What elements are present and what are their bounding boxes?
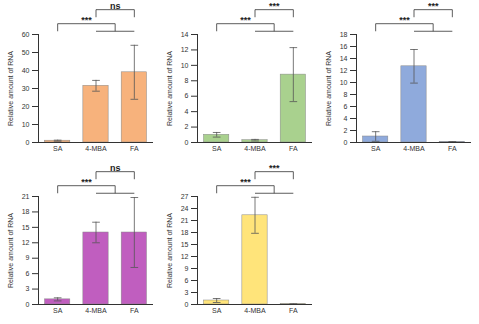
svg-text:SA: SA bbox=[371, 145, 381, 152]
svg-text:***: *** bbox=[240, 15, 251, 25]
svg-text:18: 18 bbox=[181, 229, 189, 236]
svg-text:SA: SA bbox=[212, 145, 222, 152]
svg-text:4-MBA: 4-MBA bbox=[244, 307, 266, 314]
svg-text:10: 10 bbox=[340, 79, 348, 86]
svg-text:SA: SA bbox=[212, 307, 222, 314]
svg-text:50: 50 bbox=[22, 49, 30, 56]
svg-text:10: 10 bbox=[181, 62, 189, 69]
svg-text:4-MBA: 4-MBA bbox=[403, 145, 425, 152]
svg-text:60: 60 bbox=[22, 31, 30, 38]
svg-text:ns: ns bbox=[110, 1, 121, 11]
svg-text:21: 21 bbox=[22, 193, 30, 200]
svg-text:FA: FA bbox=[289, 145, 298, 152]
svg-text:FA: FA bbox=[130, 145, 139, 152]
svg-text:8: 8 bbox=[344, 91, 348, 98]
svg-text:***: *** bbox=[399, 15, 410, 25]
svg-text:4: 4 bbox=[344, 115, 348, 122]
svg-text:12: 12 bbox=[22, 239, 30, 246]
svg-text:15: 15 bbox=[181, 241, 189, 248]
svg-text:3: 3 bbox=[185, 289, 189, 296]
svg-text:***: *** bbox=[269, 1, 280, 11]
svg-text:30: 30 bbox=[22, 85, 30, 92]
svg-text:6: 6 bbox=[185, 92, 189, 99]
svg-text:***: *** bbox=[269, 163, 280, 173]
svg-text:0: 0 bbox=[26, 139, 30, 146]
svg-text:8: 8 bbox=[185, 77, 189, 84]
svg-text:SA: SA bbox=[53, 145, 63, 152]
svg-text:9: 9 bbox=[26, 254, 30, 261]
svg-text:6: 6 bbox=[185, 277, 189, 284]
svg-text:6: 6 bbox=[26, 270, 30, 277]
svg-text:4: 4 bbox=[185, 108, 189, 115]
svg-text:4-MBA: 4-MBA bbox=[85, 307, 107, 314]
svg-text:***: *** bbox=[240, 177, 251, 187]
svg-text:40: 40 bbox=[22, 67, 30, 74]
svg-text:Relative amount of RNA: Relative amount of RNA bbox=[325, 51, 332, 126]
svg-text:***: *** bbox=[428, 1, 439, 11]
svg-text:10: 10 bbox=[22, 121, 30, 128]
svg-text:2: 2 bbox=[344, 127, 348, 134]
svg-text:27: 27 bbox=[181, 193, 189, 200]
svg-text:14: 14 bbox=[340, 55, 348, 62]
svg-text:24: 24 bbox=[181, 205, 189, 212]
svg-text:0: 0 bbox=[344, 139, 348, 146]
svg-text:15: 15 bbox=[22, 224, 30, 231]
svg-text:4-MBA: 4-MBA bbox=[85, 145, 107, 152]
svg-text:FA: FA bbox=[289, 307, 298, 314]
svg-text:FA: FA bbox=[448, 145, 457, 152]
svg-text:ns: ns bbox=[110, 163, 121, 173]
svg-text:18: 18 bbox=[22, 208, 30, 215]
svg-text:4-MBA: 4-MBA bbox=[244, 145, 266, 152]
svg-text:6: 6 bbox=[344, 103, 348, 110]
svg-text:2: 2 bbox=[185, 123, 189, 130]
svg-text:16: 16 bbox=[340, 43, 348, 50]
svg-text:14: 14 bbox=[181, 31, 189, 38]
svg-text:FA: FA bbox=[130, 307, 139, 314]
svg-text:20: 20 bbox=[22, 103, 30, 110]
svg-text:0: 0 bbox=[185, 301, 189, 308]
svg-text:12: 12 bbox=[340, 67, 348, 74]
svg-text:9: 9 bbox=[185, 265, 189, 272]
svg-text:Relative amount of RNA: Relative amount of RNA bbox=[7, 213, 14, 288]
svg-text:0: 0 bbox=[26, 301, 30, 308]
svg-text:3: 3 bbox=[26, 285, 30, 292]
svg-text:12: 12 bbox=[181, 46, 189, 53]
svg-text:18: 18 bbox=[340, 31, 348, 38]
svg-text:***: *** bbox=[81, 15, 92, 25]
svg-text:SA: SA bbox=[53, 307, 63, 314]
svg-text:0: 0 bbox=[185, 139, 189, 146]
svg-text:21: 21 bbox=[181, 217, 189, 224]
svg-text:Relative amount of RNA: Relative amount of RNA bbox=[166, 213, 173, 288]
svg-text:12: 12 bbox=[181, 253, 189, 260]
svg-text:Relative amount of RNA: Relative amount of RNA bbox=[166, 51, 173, 126]
svg-text:***: *** bbox=[81, 177, 92, 187]
svg-text:Relative amount of RNA: Relative amount of RNA bbox=[7, 51, 14, 126]
